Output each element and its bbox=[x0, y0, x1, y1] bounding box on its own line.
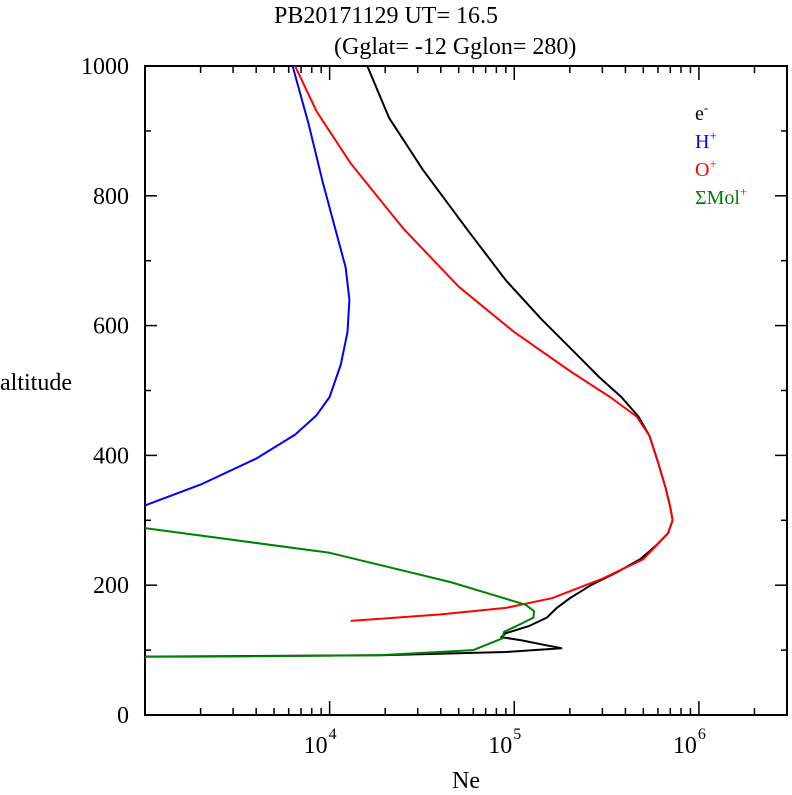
legend: e- H+ O+ ΣMol+ bbox=[695, 100, 747, 209]
legend-entry: ΣMol+ bbox=[695, 184, 747, 209]
y-tick-label: 1000 bbox=[81, 54, 129, 80]
y-tick-label: 400 bbox=[93, 443, 129, 469]
legend-entry: O+ bbox=[695, 156, 717, 181]
legend-entry: H+ bbox=[695, 128, 717, 153]
series-layer bbox=[144, 65, 674, 658]
series-line bbox=[294, 65, 674, 622]
series-line bbox=[144, 65, 351, 507]
x-tick-label: 10 bbox=[304, 733, 328, 759]
x-tick-label: 10 bbox=[673, 733, 697, 759]
y-tick-label: 200 bbox=[93, 573, 129, 599]
chart-title-line1: PB20171129 UT= 16.5 bbox=[274, 3, 498, 29]
y-tick-label: 600 bbox=[93, 314, 129, 340]
x-tick-label: 10 bbox=[488, 733, 512, 759]
x-tick-label-exponent: 4 bbox=[329, 726, 337, 743]
series-line bbox=[144, 527, 536, 658]
y-tick-labels: 0 200 400 600 800 1000 bbox=[81, 54, 129, 729]
plot-frame bbox=[144, 65, 788, 716]
y-axis-label: altitude bbox=[0, 370, 72, 396]
x-axis-label: Ne bbox=[452, 768, 480, 794]
series-line bbox=[144, 65, 674, 658]
y-tick-label: 800 bbox=[93, 184, 129, 210]
legend-entry: e- bbox=[695, 100, 708, 125]
x-tick-label-exponent: 6 bbox=[698, 726, 706, 743]
x-tick-label-exponent: 5 bbox=[513, 726, 521, 743]
chart-title-line2: (Gglat= -12 Gglon= 280) bbox=[334, 34, 576, 60]
y-tick-label: 0 bbox=[117, 703, 129, 729]
axis-ticks bbox=[144, 65, 788, 716]
x-tick-labels: 10 4 10 5 10 6 bbox=[304, 726, 706, 759]
